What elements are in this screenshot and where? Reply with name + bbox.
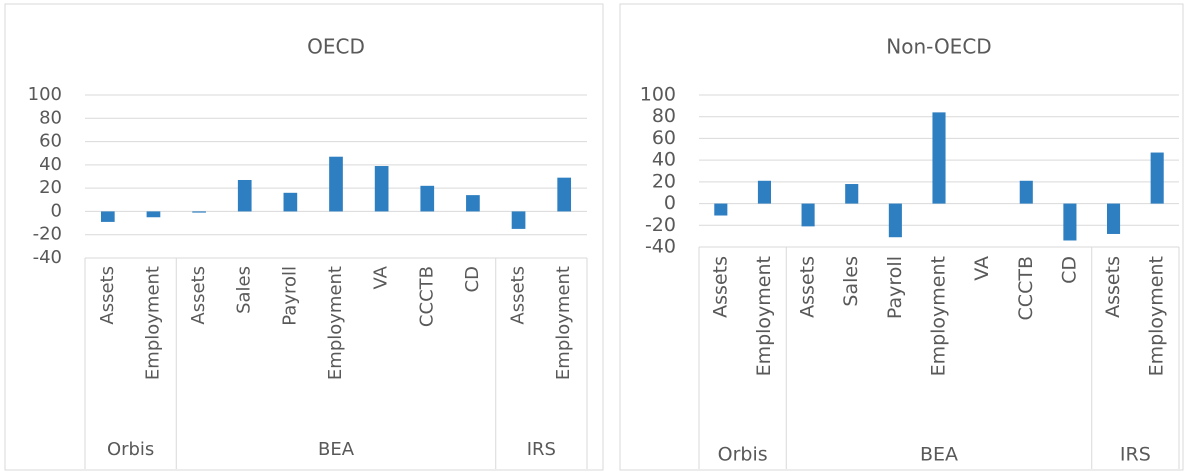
x-tick-label: Employment [928, 256, 950, 376]
x-tick-label: CCCTB [416, 266, 437, 327]
y-tick-label: 100 [28, 84, 62, 105]
bar [283, 192, 298, 212]
group-label: IRS [527, 439, 556, 460]
y-tick-label: 20 [39, 177, 62, 198]
group-label: IRS [1120, 444, 1151, 466]
bar [1150, 152, 1164, 204]
x-tick-label: Employment [1146, 256, 1168, 376]
x-tick-label: Sales [840, 256, 862, 307]
y-tick-label: 20 [652, 170, 676, 192]
x-tick-label: CCCTB [1015, 256, 1037, 320]
x-tick-label: Assets [709, 256, 731, 318]
x-tick-label: Employment [553, 266, 574, 380]
y-tick-label: 60 [652, 127, 676, 149]
x-tick-label: VA [371, 265, 392, 289]
x-tick-label: Payroll [279, 266, 300, 326]
x-tick-label: Assets [97, 266, 118, 325]
y-tick-label: 40 [39, 154, 62, 175]
x-tick-label: Assets [797, 256, 819, 318]
y-tick-label: 80 [652, 105, 676, 127]
bar [714, 203, 728, 216]
group-label: Orbis [718, 444, 768, 466]
chart-title: Non-OECD [886, 35, 991, 59]
bar [329, 156, 343, 212]
chart-title: OECD [307, 35, 365, 59]
y-tick-label: 0 [51, 200, 62, 221]
y-tick-label: 80 [39, 107, 62, 128]
bar [511, 211, 526, 229]
x-tick-label: Employment [753, 256, 775, 376]
bar [888, 203, 902, 238]
y-tick-label: -40 [645, 236, 676, 258]
x-tick-label: Employment [325, 266, 346, 380]
y-tick-label: -20 [33, 224, 62, 245]
group-label: BEA [920, 444, 958, 466]
bar [757, 180, 771, 204]
x-tick-label: Assets [1102, 256, 1124, 318]
bar [146, 211, 161, 218]
bar [374, 166, 389, 212]
x-tick-label: CD [1058, 256, 1080, 284]
bar [237, 179, 252, 212]
x-tick-label: CD [462, 266, 483, 292]
group-label: Orbis [107, 439, 154, 460]
bar [557, 177, 572, 212]
y-tick-label: -20 [645, 214, 676, 236]
x-tick-label: Assets [508, 266, 529, 325]
bar [801, 203, 815, 227]
bar [466, 195, 480, 212]
bar [1019, 180, 1033, 204]
bar [932, 112, 946, 204]
x-tick-label: Assets [188, 266, 209, 325]
y-tick-label: 100 [640, 84, 676, 106]
x-tick-label: Payroll [884, 256, 906, 319]
bar [845, 184, 859, 204]
bar [100, 211, 115, 222]
y-tick-label: -40 [33, 247, 62, 268]
y-tick-label: 40 [652, 149, 676, 171]
bar [1107, 203, 1121, 234]
x-tick-label: Sales [234, 266, 255, 314]
chart-frame [4, 3, 604, 471]
y-tick-label: 60 [39, 131, 62, 152]
y-tick-label: 0 [664, 192, 676, 214]
bar [192, 211, 206, 213]
bar [1063, 203, 1077, 241]
x-tick-label: VA [971, 256, 993, 281]
group-label: BEA [318, 439, 355, 460]
bar [420, 185, 435, 212]
x-tick-label: Employment [142, 266, 163, 380]
